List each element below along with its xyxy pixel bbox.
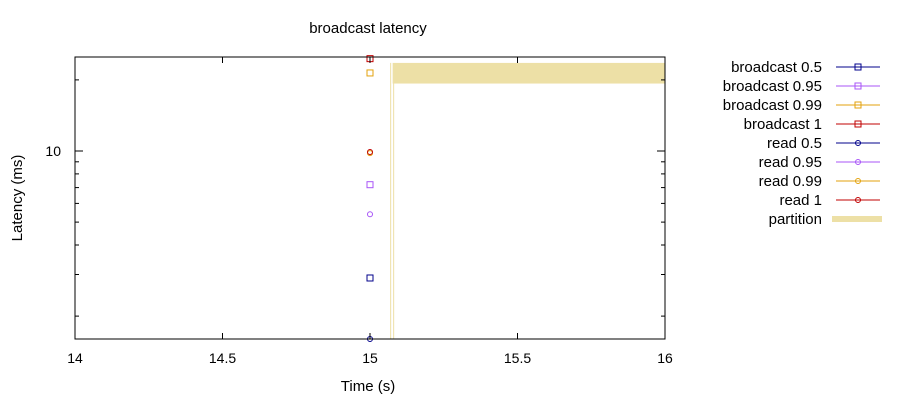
x-tick-label: 16 xyxy=(657,350,673,366)
legend-marker xyxy=(854,82,862,90)
legend-marker xyxy=(854,101,862,109)
data-points xyxy=(366,55,374,342)
chart-title: broadcast latency xyxy=(309,20,427,37)
data-point xyxy=(367,149,373,156)
x-tick-label: 15.5 xyxy=(504,350,531,366)
legend-label: broadcast 0.99 xyxy=(723,97,822,114)
legend-label: partition xyxy=(769,211,822,228)
legend-marker xyxy=(854,120,862,128)
legend-label: broadcast 0.5 xyxy=(731,59,822,76)
y-tick-label: 10 xyxy=(45,143,61,159)
data-point xyxy=(366,69,374,77)
legend-label: broadcast 0.95 xyxy=(723,78,822,95)
legend-label: read 1 xyxy=(779,192,822,209)
legend-label: broadcast 1 xyxy=(744,116,822,133)
legend-marker xyxy=(855,140,861,146)
legend-marker xyxy=(854,63,862,71)
x-tick-label: 14 xyxy=(67,350,83,366)
legend-label: read 0.5 xyxy=(767,135,822,152)
legend-partition-swatch xyxy=(832,216,882,222)
x-tick-label: 14.5 xyxy=(209,350,236,366)
x-axis-label: Time (s) xyxy=(341,378,395,395)
legend-marker xyxy=(855,178,861,184)
data-point xyxy=(366,274,374,282)
legend-label: read 0.99 xyxy=(759,173,822,190)
data-point xyxy=(366,181,374,189)
data-point xyxy=(367,211,373,218)
partition-band xyxy=(392,62,665,84)
legend: broadcast 0.5 broadcast 0.95 broadcast 0.9… xyxy=(723,59,882,228)
legend-marker xyxy=(855,197,861,203)
y-axis-label: Latency (ms) xyxy=(9,155,26,242)
plot-frame xyxy=(74,56,666,340)
partition-layer xyxy=(390,62,665,339)
x-tick-label: 15 xyxy=(362,350,378,366)
legend-marker xyxy=(855,159,861,165)
legend-label: read 0.95 xyxy=(759,154,822,171)
axis-ticks: 14 14.5 15 15.5 16 10 xyxy=(45,57,673,366)
